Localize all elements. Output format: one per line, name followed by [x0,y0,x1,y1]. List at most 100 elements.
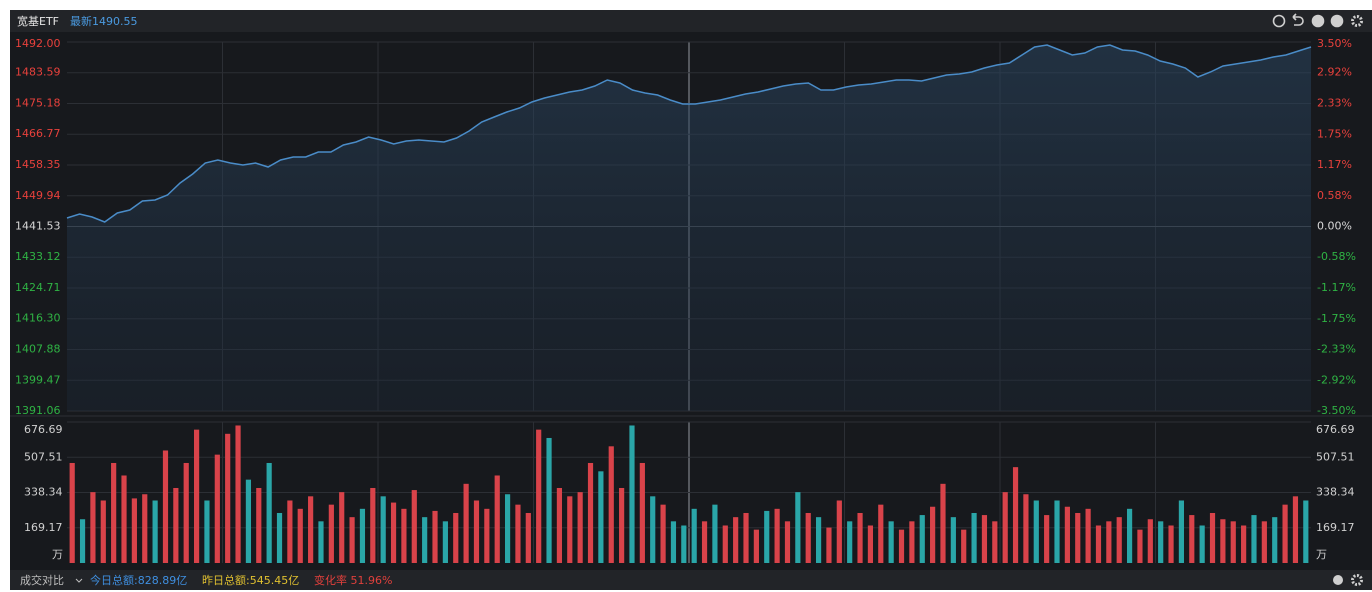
y-tick-label: 169.17 [24,521,63,534]
volume-bar [204,500,210,563]
volume-bar [1054,500,1060,563]
volume-bar [1303,500,1309,563]
volume-bar [525,512,531,563]
volume-bar [971,512,977,563]
volume-bar [442,521,448,563]
volume-bar [504,494,511,563]
footer-settings[interactable] [1351,574,1363,586]
volume-bar [795,492,801,563]
today-total: 今日总额:828.89亿 [90,573,187,587]
volume-bar [857,512,863,563]
change-rate: 变化率 51.96% [314,573,392,587]
volume-bar [131,498,137,563]
volume-bar [100,500,106,563]
volume-bar [629,425,635,563]
volume-bar [712,504,718,563]
y-tick-label-right: 338.34 [1316,486,1355,499]
volume-bar [328,504,334,563]
volume-bar [1292,496,1299,563]
volume-bar [1158,521,1164,563]
volume-bar [1220,519,1226,563]
volume-bar [1012,467,1019,563]
volume-bar [878,504,884,563]
volume-bar [380,496,386,563]
volume-bar [1044,515,1050,563]
volume-bar [743,512,749,563]
volume-bar [1137,529,1143,563]
volume-bar [401,508,407,563]
zoom-out-button[interactable] [1330,14,1344,28]
volume-bar [556,487,563,563]
volume-bar [691,508,697,563]
volume-bar [1241,525,1247,563]
y-tick-label: 1407.88 [15,343,61,356]
volume-bar [276,512,283,563]
volume-bar [235,425,241,563]
volume-bar [1199,525,1205,563]
dropdown-arrow[interactable] [75,578,83,583]
y2-tick-label: -3.50% [1317,404,1356,417]
volume-bar [1178,500,1185,563]
volume-bar [162,450,169,563]
volume-bar [256,487,262,563]
volume-bar [961,529,967,563]
close-button[interactable] [1333,575,1343,585]
volume-bar [619,487,625,563]
volume-bar [225,433,231,563]
y2-tick-label: 0.00% [1317,220,1352,233]
volume-bar [660,504,666,563]
volume-bar [90,492,96,563]
price-area [67,45,1311,411]
volume-bar [784,521,791,563]
volume-bar [805,512,811,563]
volume-bar [121,475,127,563]
zoom-in-button[interactable] [1311,14,1325,28]
y-tick-label: 1483.59 [15,66,61,79]
volume-bar [484,508,490,563]
fund-name: 宽基ETF [17,14,59,28]
volume-bar [536,429,542,563]
volume-bar [815,517,822,563]
volume-bar [308,496,314,563]
volume-bar [888,521,894,563]
volume-bar [515,504,521,563]
volume-bar [1033,500,1039,563]
volume-bar [733,517,739,563]
volume-bar [422,517,428,563]
volume-bar [598,471,604,563]
volume-bar [1147,519,1153,563]
volume-bar [359,508,366,563]
price-line [66,44,1312,223]
volume-bar [1272,517,1278,563]
volume-bar [287,500,293,563]
volume-bar [981,515,988,563]
volume-bar [1261,521,1267,563]
volume-bar [940,483,946,563]
volume-bar [318,521,324,563]
y-tick-label: 1441.53 [15,220,61,233]
volume-bar [867,525,874,563]
toolbar [1272,13,1363,28]
volume-bar [1085,508,1091,563]
undo-button[interactable] [1292,13,1304,26]
volume-bar [1023,494,1029,563]
y-tick-label: 1458.35 [15,158,61,171]
volume-bar [463,483,469,563]
volume-bar [681,525,687,563]
volume-bar [1106,521,1112,563]
icon-button[interactable] [1272,14,1286,28]
volume-bar [142,494,148,563]
volume-bar [670,521,677,563]
volume-bar [173,487,179,563]
volume-bar [847,521,853,563]
y2-tick-label: 2.92% [1317,66,1352,79]
settings-button[interactable] [1351,15,1363,27]
volume-bar [919,515,925,563]
yesterday-total: 昨日总额:545.45亿 [202,573,299,587]
volume-bar [1126,508,1133,563]
volume-bar [701,521,708,563]
volume-bar [1282,504,1288,563]
y-tick-label: 507.51 [24,450,63,463]
compare-button[interactable]: 成交对比 [20,573,64,587]
